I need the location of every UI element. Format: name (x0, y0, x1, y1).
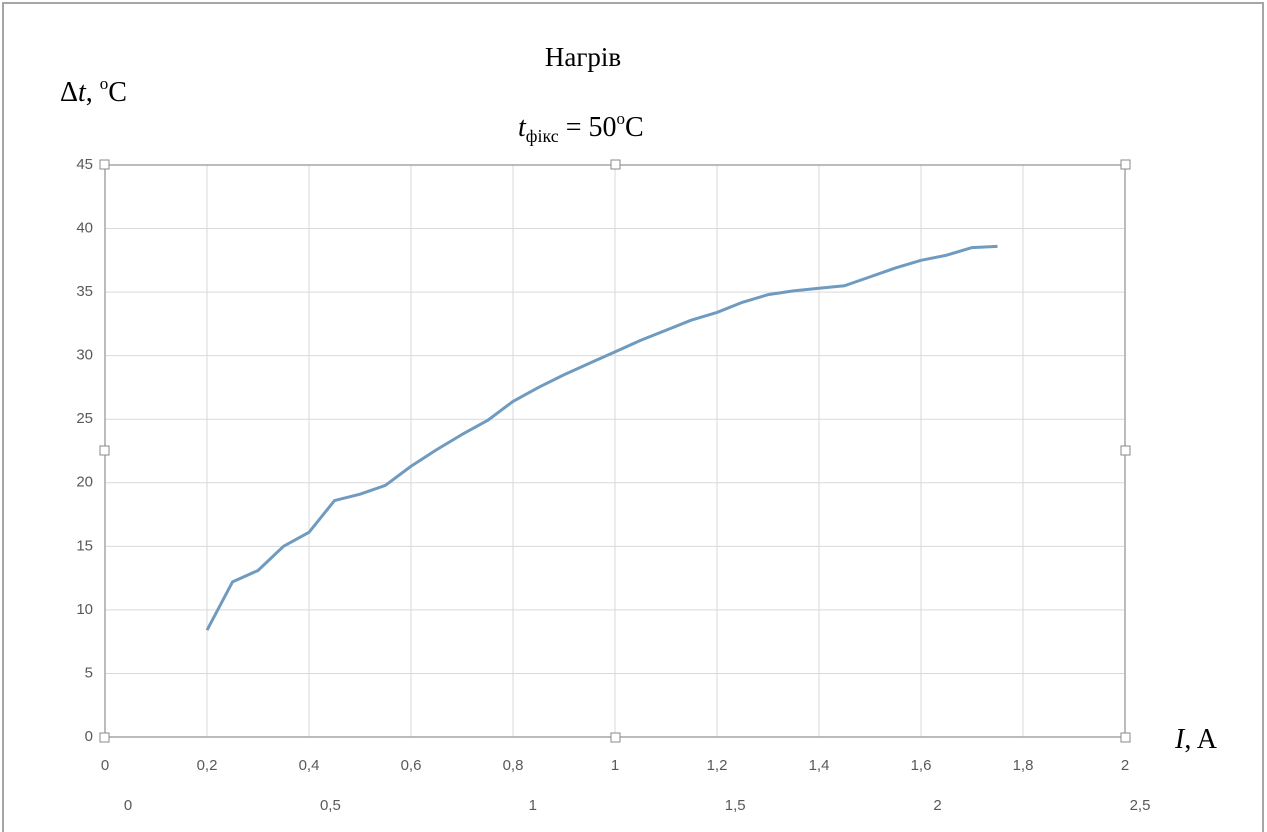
subtitle-part: фікс (526, 126, 559, 146)
resize-handle (99, 159, 110, 170)
x-tick-label: 1,4 (809, 757, 830, 774)
y-tick-label: 45 (76, 156, 93, 173)
resize-handle (1120, 159, 1131, 170)
x-tick-label: 0 (101, 757, 109, 774)
resize-handle (610, 159, 621, 170)
subtitle-part: o (617, 109, 626, 128)
x2-tick-label: 2 (933, 797, 941, 814)
chart-subtitle: tфікс = 50oC (518, 109, 644, 146)
x-axis-label: I, A (1174, 724, 1218, 755)
x-tick-label: 1,2 (707, 757, 728, 774)
y-tick-label: 30 (76, 347, 93, 364)
y-tick-label: 20 (76, 474, 93, 491)
x-tick-label: 2 (1121, 757, 1129, 774)
y-label-part: Δ (60, 77, 78, 108)
y-label-part: C (108, 77, 127, 108)
x-tick-label: 0,8 (503, 757, 524, 774)
y-tick-label: 10 (76, 601, 93, 618)
y-tick-label: 0 (85, 728, 93, 745)
y-tick-label: 40 (76, 220, 93, 237)
x-tick-label: 0,2 (197, 757, 218, 774)
subtitle-part: = 50 (559, 112, 617, 143)
x-label-part: , A (1184, 724, 1217, 755)
resize-handle (1120, 732, 1131, 743)
y-tick-label: 35 (76, 283, 93, 300)
resize-handle (610, 732, 621, 743)
x-tick-label: 0,4 (299, 757, 320, 774)
x-tick-label: 1,8 (1013, 757, 1034, 774)
x-label-part: I (1174, 724, 1186, 755)
data-line (205, 244, 998, 631)
y-tick-label: 5 (85, 664, 93, 681)
chart-title: Нагрів (545, 42, 621, 72)
y-tick-label: 15 (76, 537, 93, 554)
x2-tick-label: 0,5 (320, 797, 341, 814)
x-tick-label: 1,6 (911, 757, 932, 774)
x2-tick-label: 0 (124, 797, 132, 814)
x-tick-label: 0,6 (401, 757, 422, 774)
y-label-part: t (78, 77, 87, 108)
y-label-part: o (100, 74, 109, 93)
subtitle-part: C (625, 112, 644, 143)
y-label-part: , (86, 77, 100, 108)
x2-tick-label: 2,5 (1130, 797, 1151, 814)
x2-tick-label: 1,5 (725, 797, 746, 814)
resize-handle (1120, 445, 1131, 456)
y-axis-label: Δt, oC (60, 74, 127, 109)
subtitle-part: t (518, 112, 527, 143)
resize-handle (99, 732, 110, 743)
y-tick-label: 25 (76, 410, 93, 427)
x2-tick-label: 1 (529, 797, 537, 814)
resize-handle (99, 445, 110, 456)
x-tick-label: 1 (611, 757, 619, 774)
